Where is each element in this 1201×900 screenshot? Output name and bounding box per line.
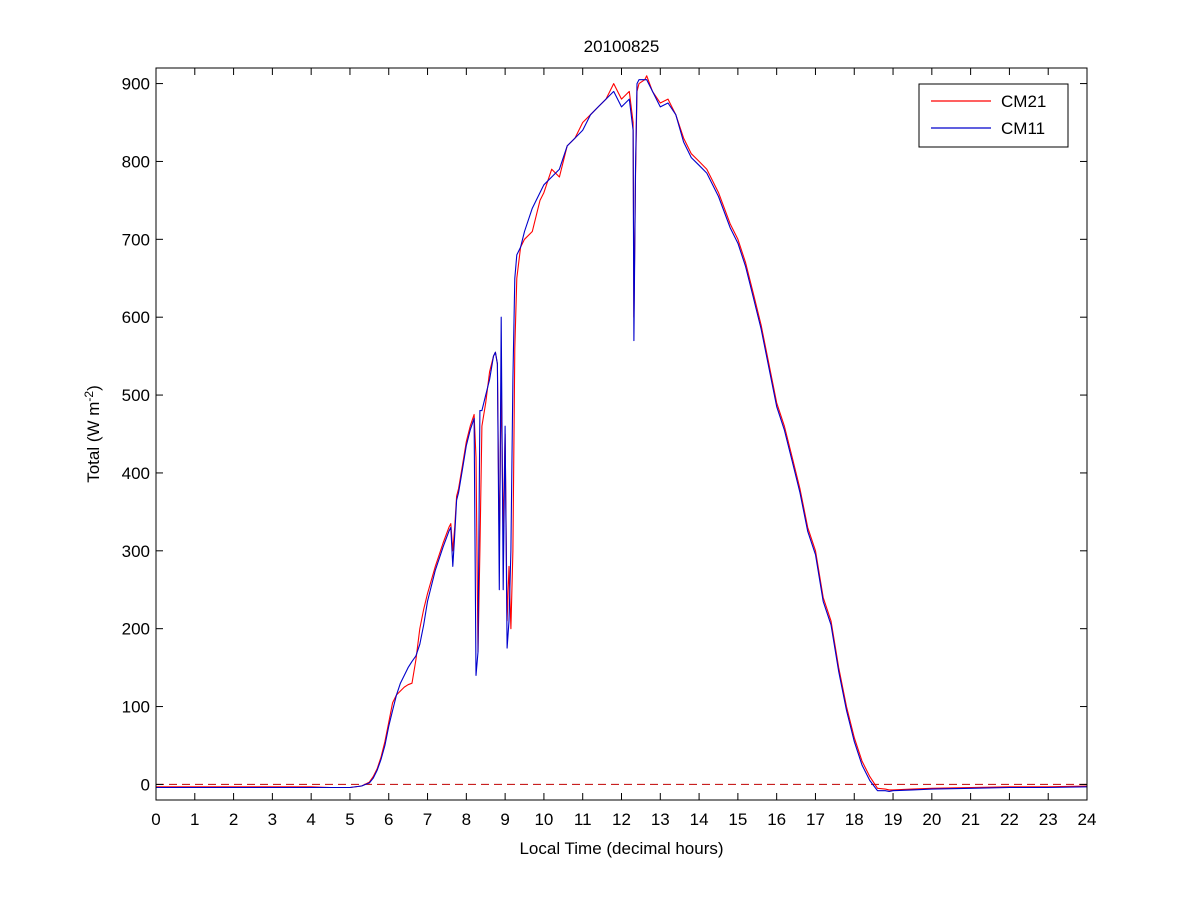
x-tick-label: 12: [612, 810, 631, 829]
y-tick-label: 300: [122, 542, 150, 561]
y-tick-label: 200: [122, 620, 150, 639]
y-axis-label-main: Total (W m: [84, 402, 103, 483]
x-tick-label: 13: [651, 810, 670, 829]
legend-label-cm21: CM21: [1001, 92, 1046, 111]
x-tick-label: 20: [922, 810, 941, 829]
x-tick-label: 22: [1000, 810, 1019, 829]
x-tick-label: 8: [462, 810, 471, 829]
x-tick-label: 6: [384, 810, 393, 829]
y-axis-label-close: ): [84, 385, 103, 391]
x-tick-label: 21: [961, 810, 980, 829]
y-axis-label-superscript: -2: [82, 391, 96, 402]
x-tick-label: 5: [345, 810, 354, 829]
y-tick-label: 600: [122, 308, 150, 327]
x-tick-label: 11: [574, 810, 592, 829]
x-axis-label: Local Time (decimal hours): [519, 839, 723, 858]
x-tick-label: 2: [229, 810, 238, 829]
y-tick-label: 400: [122, 464, 150, 483]
y-tick-label: 900: [122, 75, 150, 94]
x-tick-label: 0: [151, 810, 160, 829]
chart-title: 20100825: [584, 37, 660, 56]
y-tick-label: 700: [122, 230, 150, 249]
x-tick-label: 7: [423, 810, 432, 829]
x-tick-label: 15: [728, 810, 747, 829]
series-line-cm21: [156, 75, 1088, 791]
x-tick-label: 9: [500, 810, 509, 829]
y-tick-label: 100: [122, 698, 150, 717]
x-tick-label: 19: [884, 810, 903, 829]
y-axis-label: Total (W m-2): [82, 385, 103, 483]
x-tick-label: 23: [1039, 810, 1058, 829]
series-line-cm11: [156, 79, 1088, 792]
y-tick-label: 500: [122, 386, 150, 405]
x-tick-label: 24: [1078, 810, 1097, 829]
x-tick-label: 4: [306, 810, 315, 829]
y-tick-label: 800: [122, 152, 150, 171]
legend: CM21 CM11: [918, 83, 1069, 148]
x-tick-label: 14: [690, 810, 709, 829]
x-tick-label: 3: [268, 810, 277, 829]
legend-box: [918, 83, 1069, 148]
y-tick-label: 0: [141, 775, 150, 794]
legend-label-cm11: CM11: [1001, 119, 1045, 138]
series-layer: [156, 75, 1088, 792]
x-tick-label: 17: [806, 810, 825, 829]
x-tick-label: 10: [534, 810, 553, 829]
x-tick-label: 16: [767, 810, 786, 829]
plot-area: [156, 68, 1087, 800]
x-tick-label: 18: [845, 810, 864, 829]
tick-layer: 0 1 2 3 4 5 6 7 8 9 10 11 12 13 14 15 16 17 18 19 20 21 22 23 24…: [122, 68, 1097, 829]
x-tick-label: 1: [190, 810, 199, 829]
